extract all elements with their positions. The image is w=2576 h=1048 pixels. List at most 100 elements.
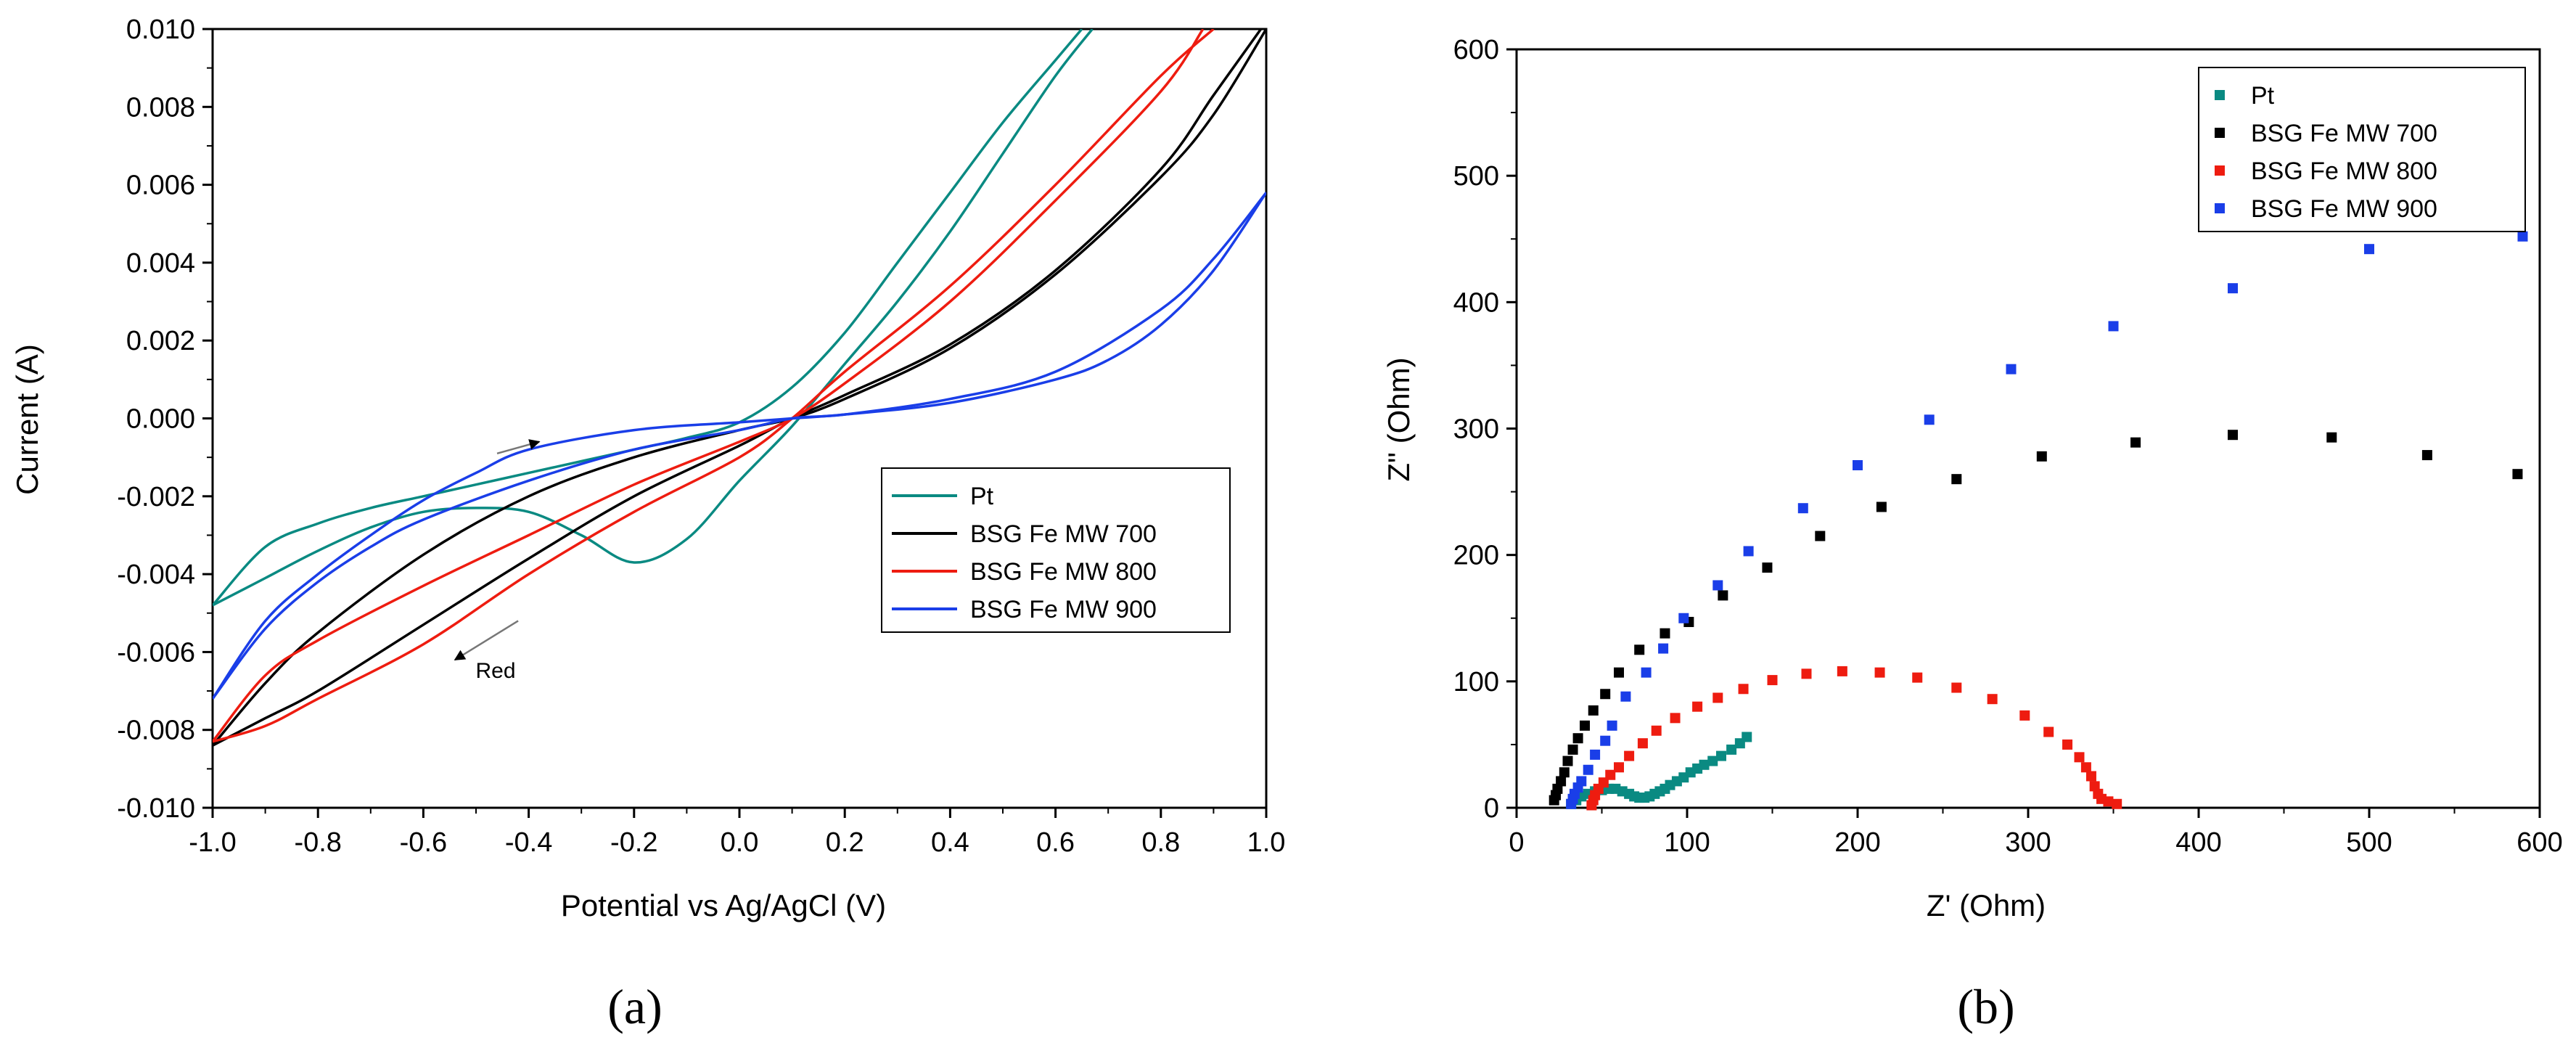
eis-point-pt (1716, 750, 1726, 761)
eis-point-bsg-fe-mw-700 (1718, 590, 1728, 601)
eis-point-bsg-fe-mw-800 (2074, 752, 2085, 763)
eis-point-bsg-fe-mw-800 (1605, 769, 1616, 780)
eis-point-bsg-fe-mw-700 (1580, 720, 1590, 731)
cv-y-tick-label: -0.008 (117, 716, 195, 746)
eis-point-bsg-fe-mw-800 (1767, 675, 1778, 686)
eis-point-bsg-fe-mw-800 (2019, 710, 2030, 721)
cv-series-bsg-fe-mw-900 (213, 192, 1266, 700)
eis-point-bsg-fe-mw-900 (1712, 580, 1723, 591)
eis-x-tick-label: 200 (1834, 827, 1880, 858)
cv-x-tick-label: 0.4 (931, 827, 969, 858)
eis-y-axis-label: Z" (Ohm) (1382, 357, 1416, 481)
eis-point-bsg-fe-mw-800 (1670, 713, 1681, 724)
cv-curve-bsg-fe-mw-800-forward (213, 29, 1205, 742)
cv-y-tick-label: 0.010 (126, 15, 195, 45)
eis-point-bsg-fe-mw-900 (1600, 735, 1611, 746)
cv-x-tick-label: 0.2 (826, 827, 864, 858)
cv-x-tick-label: -0.2 (610, 827, 657, 858)
eis-point-bsg-fe-mw-700 (2326, 432, 2337, 443)
eis-point-bsg-fe-mw-700 (1951, 474, 1962, 485)
cv-curve-bsg-fe-mw-900-reverse (213, 192, 1266, 700)
cv-direction-arrow (454, 620, 519, 661)
eis-point-bsg-fe-mw-700 (1572, 733, 1583, 744)
cv-y-tick-label: -0.006 (117, 637, 195, 668)
eis-series-bsg-fe-mw-800 (1586, 666, 2122, 811)
eis-x-tick-label: 600 (2516, 827, 2562, 858)
eis-point-bsg-fe-mw-800 (1951, 682, 1962, 693)
eis-y-tick-label: 600 (1453, 35, 1499, 65)
eis-point-bsg-fe-mw-700 (1660, 628, 1670, 639)
eis-x-tick-label: 500 (2346, 827, 2392, 858)
eis-point-bsg-fe-mw-700 (2130, 437, 2141, 448)
eis-point-bsg-fe-mw-800 (1614, 762, 1624, 773)
eis-x-tick-label: 0 (1509, 827, 1524, 858)
eis-point-bsg-fe-mw-800 (1624, 750, 1635, 761)
cv-x-axis-label: Potential vs Ag/AgCl (V) (561, 888, 886, 922)
eis-point-bsg-fe-mw-700 (1562, 756, 1573, 766)
eis-y-tick-label: 100 (1453, 667, 1499, 697)
eis-point-bsg-fe-mw-800 (1801, 668, 1812, 679)
eis-point-bsg-fe-mw-700 (2421, 450, 2432, 461)
eis-point-bsg-fe-mw-700 (1588, 705, 1599, 716)
eis-point-bsg-fe-mw-900 (2006, 364, 2017, 374)
eis-point-bsg-fe-mw-800 (1837, 666, 1847, 676)
eis-point-bsg-fe-mw-900 (1853, 460, 1863, 471)
cv-series-bsg-fe-mw-800 (213, 29, 1215, 743)
eis-point-bsg-fe-mw-800 (1987, 694, 1998, 705)
cv-curve-bsg-fe-mw-900-forward (213, 192, 1266, 700)
cv-legend: Pt BSG Fe MW 700 BSG Fe MW 800 BSG Fe MW 90… (881, 467, 1231, 633)
cv-series-bsg-fe-mw-700 (213, 29, 1266, 747)
cv-x-tick-label: 0.8 (1141, 827, 1180, 858)
eis-point-bsg-fe-mw-800 (2103, 796, 2114, 807)
eis-point-bsg-fe-mw-700 (1559, 767, 1570, 778)
eis-point-bsg-fe-mw-900 (2228, 283, 2238, 294)
eis-point-bsg-fe-mw-800 (1651, 725, 1662, 736)
eis-legend-swatch-pt (2215, 90, 2225, 100)
eis-legend-label-bsg-fe-mw-800: BSG Fe MW 800 (2251, 157, 2437, 185)
eis-series-group (1549, 231, 2528, 811)
cv-direction-arrow (496, 439, 541, 454)
eis-point-bsg-fe-mw-800 (1637, 738, 1648, 749)
cv-caption: (a) (607, 979, 662, 1034)
eis-point-bsg-fe-mw-700 (1614, 667, 1624, 678)
eis-point-bsg-fe-mw-900 (1620, 691, 1631, 702)
eis-point-bsg-fe-mw-700 (2036, 451, 2047, 462)
eis-point-bsg-fe-mw-800 (2043, 726, 2054, 737)
cv-chart: -1.0 -0.8 -0.6 -0.4 -0.2 0.0 0.2 0.4 0.6 0.8 1.0 -0… (10, 15, 1285, 1034)
eis-point-bsg-fe-mw-800 (2062, 739, 2073, 750)
cv-annotations: Red (454, 439, 541, 683)
eis-point-bsg-fe-mw-900 (2517, 231, 2528, 242)
eis-point-bsg-fe-mw-900 (1678, 613, 1689, 623)
eis-point-bsg-fe-mw-800 (2112, 798, 2122, 809)
cv-legend-label-pt: Pt (970, 483, 994, 510)
eis-legend: Pt BSG Fe MW 700 BSG Fe MW 800 BSG Fe MW 90… (2198, 67, 2526, 232)
eis-point-bsg-fe-mw-700 (1815, 531, 1826, 541)
eis-legend-swatch-bsg-fe-mw-900 (2215, 203, 2225, 213)
eis-legend-label-bsg-fe-mw-700: BSG Fe MW 700 (2251, 120, 2437, 147)
cv-y-tick-label: 0.006 (126, 171, 195, 201)
eis-series-bsg-fe-mw-700 (1549, 430, 2523, 806)
eis-point-bsg-fe-mw-900 (1924, 414, 1935, 425)
cv-curve-bsg-fe-mw-800-reverse (213, 29, 1215, 743)
eis-point-bsg-fe-mw-800 (1874, 667, 1885, 678)
eis-point-bsg-fe-mw-700 (1876, 502, 1887, 512)
eis-legend-swatch-bsg-fe-mw-700 (2215, 128, 2225, 138)
eis-y-tick-label: 200 (1453, 541, 1499, 571)
eis-point-bsg-fe-mw-900 (1658, 643, 1669, 654)
eis-point-bsg-fe-mw-700 (2512, 469, 2523, 480)
cv-x-tick-label: 0.0 (721, 827, 759, 858)
cv-y-tick-label: 0.004 (126, 248, 195, 279)
cv-curve-pt-reverse (213, 29, 1094, 607)
eis-legend-label-pt: Pt (2251, 82, 2275, 110)
eis-point-bsg-fe-mw-800 (1912, 672, 1923, 683)
cv-x-tick-label: -0.4 (505, 827, 552, 858)
eis-point-bsg-fe-mw-900 (1583, 764, 1593, 775)
eis-point-bsg-fe-mw-700 (1762, 562, 1773, 573)
cv-y-tick-label: -0.004 (117, 560, 195, 590)
eis-point-bsg-fe-mw-800 (1712, 692, 1723, 703)
eis-point-bsg-fe-mw-900 (1641, 667, 1652, 678)
cv-y-tick-label: -0.010 (117, 793, 195, 824)
cv-y-tick-label: 0.000 (126, 404, 195, 435)
eis-point-bsg-fe-mw-800 (2085, 771, 2096, 782)
cv-x-tick-label: -0.8 (294, 827, 341, 858)
